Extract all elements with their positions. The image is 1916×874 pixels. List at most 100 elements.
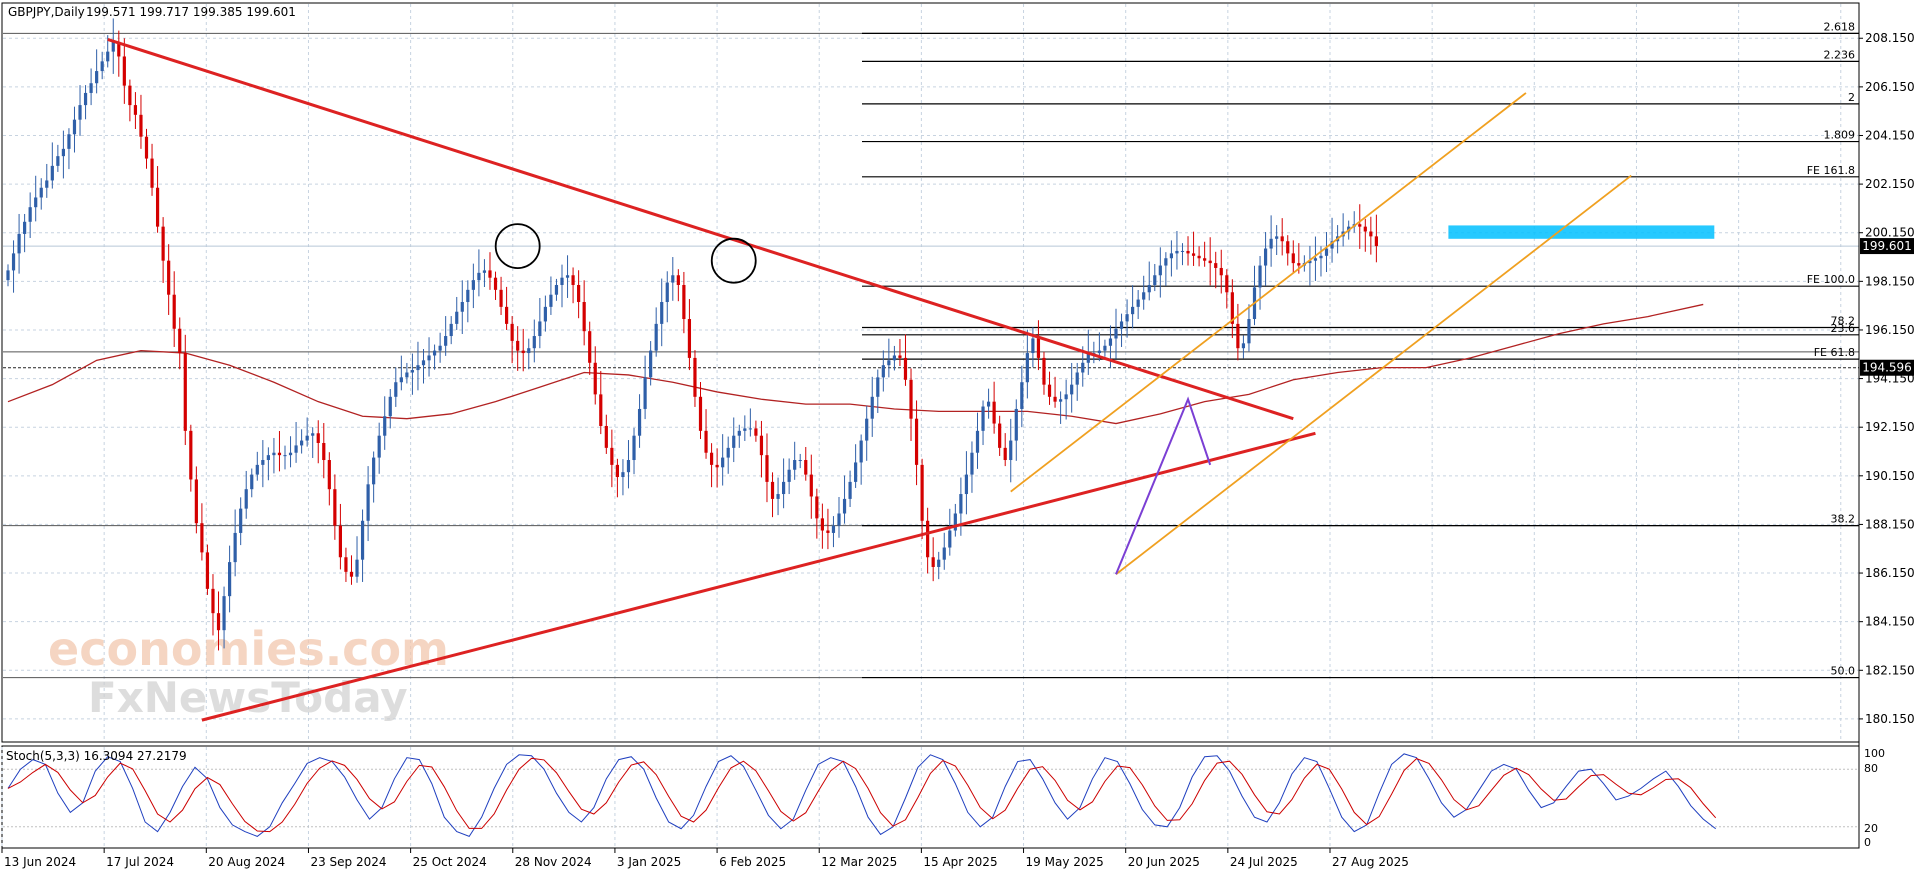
candle-body xyxy=(909,379,913,419)
candle-body xyxy=(998,423,1002,448)
candle-body xyxy=(754,428,758,436)
candle-body xyxy=(72,119,77,135)
y-tick-label: 188.150 xyxy=(1865,517,1915,531)
candle-body xyxy=(327,460,331,490)
candle-body xyxy=(111,41,115,52)
y-tick-label: 196.150 xyxy=(1865,323,1915,337)
candle-body xyxy=(294,445,298,453)
candle-body xyxy=(532,336,536,349)
candle-body xyxy=(1047,384,1052,397)
candle-body xyxy=(1020,382,1024,409)
x-tick-label: 20 Aug 2024 xyxy=(208,855,285,869)
candle-body xyxy=(499,289,503,307)
candle-body xyxy=(1197,255,1201,259)
candle-body xyxy=(649,350,653,378)
fib-level-label: 2.236 xyxy=(1824,48,1856,61)
candle-body xyxy=(698,396,703,431)
symbol-label: GBPJPY,Daily xyxy=(8,5,85,19)
candle-body xyxy=(305,435,309,441)
candle-body xyxy=(914,418,919,465)
candle-body xyxy=(815,496,819,519)
candle-body xyxy=(1169,253,1173,259)
candle-body xyxy=(870,396,874,419)
candle-body xyxy=(726,447,730,458)
candle-body xyxy=(89,83,93,93)
candle-body xyxy=(837,513,841,526)
fib-level-label: 2.618 xyxy=(1824,20,1856,33)
candle-body xyxy=(239,508,243,533)
candle-body xyxy=(571,275,575,285)
resistance-zone xyxy=(1448,225,1715,239)
candle-body xyxy=(1208,260,1212,264)
candle-body xyxy=(233,532,237,563)
ohlc-label: 199.571 199.717 199.385 199.601 xyxy=(86,5,296,19)
candle-body xyxy=(903,357,908,380)
candle-body xyxy=(743,428,747,431)
candle-body xyxy=(1075,372,1079,385)
candle-body xyxy=(975,430,980,453)
candle-body xyxy=(804,460,808,475)
candle-body xyxy=(1014,408,1018,441)
candle-body xyxy=(854,462,858,482)
candle-body xyxy=(1097,350,1101,354)
candle-body xyxy=(1009,440,1013,461)
candle-body xyxy=(355,559,359,577)
candle-body xyxy=(682,284,686,320)
circle-marker xyxy=(710,237,757,284)
candle-body xyxy=(1374,236,1378,247)
candle-body xyxy=(992,401,996,424)
candle-body xyxy=(1114,328,1118,339)
candle-body xyxy=(1363,226,1367,232)
candle-body xyxy=(787,469,791,482)
candle-body xyxy=(1053,396,1057,402)
candle-body xyxy=(1225,275,1229,293)
candle-body xyxy=(1247,319,1251,344)
candle-body xyxy=(183,353,187,431)
candle-body xyxy=(732,435,736,448)
candle-body xyxy=(920,464,924,521)
moving-average xyxy=(7,303,1704,425)
candle-body xyxy=(776,494,780,499)
candle-body xyxy=(809,474,813,497)
fib-level-label: FE 100.0 xyxy=(1807,273,1855,286)
candle-body xyxy=(194,479,198,524)
candle-body xyxy=(948,530,952,548)
candle-body xyxy=(178,328,182,354)
candle-body xyxy=(1319,255,1323,259)
price-axis: 208.150 206.150 204.150 202.150 200.150 198.1… xyxy=(1859,31,1915,726)
candle-body xyxy=(167,260,171,295)
x-tick-label: 6 Feb 2025 xyxy=(719,855,786,869)
candle-body xyxy=(300,440,304,446)
candle-body xyxy=(510,323,514,341)
x-tick-label: 24 Jul 2025 xyxy=(1230,855,1298,869)
candle-body xyxy=(228,562,232,597)
fib-level-label: 78.2 xyxy=(1831,315,1856,328)
candle-body xyxy=(549,294,553,307)
candle-body xyxy=(1086,353,1090,363)
candle-body xyxy=(416,365,420,371)
candle-body xyxy=(643,377,647,409)
y-tick-label: 186.150 xyxy=(1865,566,1915,580)
candle-body xyxy=(588,331,592,363)
candle-body xyxy=(582,302,586,332)
main-grid xyxy=(1,4,1859,742)
y-tick-label: 206.150 xyxy=(1865,80,1915,94)
candle-body xyxy=(1103,345,1107,351)
fib-level-label: FE 161.8 xyxy=(1807,164,1855,177)
candle-body xyxy=(660,302,664,324)
trendline xyxy=(107,38,1294,421)
candle-body xyxy=(427,355,431,361)
candle-body xyxy=(1175,250,1179,254)
x-tick-label: 19 May 2025 xyxy=(1026,855,1104,869)
candle-body xyxy=(959,494,963,514)
candle-body xyxy=(283,455,287,457)
candle-body xyxy=(1042,357,1046,385)
stoch-grid xyxy=(1,747,1859,847)
candle-body xyxy=(277,452,282,456)
candle-body xyxy=(676,275,680,285)
candle-body xyxy=(1297,263,1301,266)
y-tick-label: 204.150 xyxy=(1865,128,1915,142)
candle-body xyxy=(150,158,154,188)
x-tick-label: 27 Aug 2025 xyxy=(1332,855,1409,869)
fib-level-label: 50.0 xyxy=(1831,665,1856,678)
